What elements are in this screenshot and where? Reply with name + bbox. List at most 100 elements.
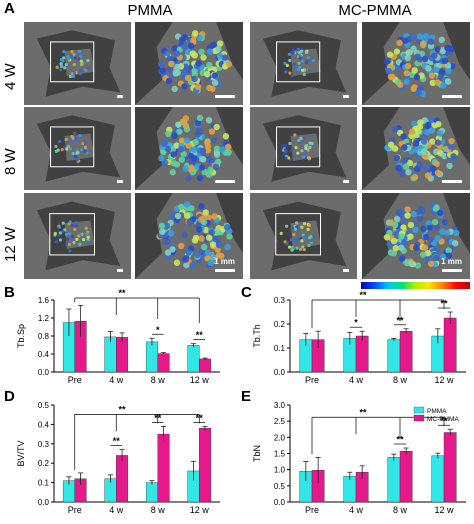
- cement-particle: [206, 48, 214, 55]
- scale-bar-label: 1 mm: [214, 257, 235, 266]
- bar-mc-pmma: [443, 317, 457, 373]
- cement-particle: [162, 159, 169, 166]
- cement-particle: [57, 225, 61, 229]
- cement-particle: [163, 222, 171, 230]
- cement-particle: [67, 242, 71, 247]
- cement-particle: [452, 240, 459, 247]
- cement-particle: [303, 149, 308, 154]
- cement-particle: [184, 137, 191, 144]
- cement-particle: [167, 60, 175, 68]
- cement-particle: [202, 209, 210, 216]
- y-tick-label: 0.3: [38, 440, 50, 449]
- cement-particle: [301, 245, 305, 249]
- cement-particle: [198, 48, 205, 56]
- chart-panel-e: 0.0 0.5 1.0 1.5 2.0 2.5 3.0 TbN Pre 4 w 8 w 12 w ** *…: [252, 401, 466, 515]
- cement-particle: [75, 151, 79, 155]
- cement-particle: [200, 243, 208, 251]
- cement-particle: [213, 123, 220, 131]
- bar-pmma: [145, 482, 158, 503]
- cement-particle: [181, 34, 189, 41]
- cement-particle: [158, 222, 166, 230]
- cement-particle: [291, 147, 296, 151]
- cement-particle: [288, 58, 292, 63]
- cement-particle: [75, 237, 79, 242]
- cement-particle: [212, 163, 220, 171]
- y-tick-label: 0.5: [38, 401, 50, 410]
- cement-particle: [428, 116, 435, 124]
- cement-particle: [304, 146, 308, 151]
- micro-ct-image: [24, 107, 131, 190]
- cement-particle: [433, 223, 440, 231]
- cement-particle: [85, 66, 90, 70]
- cement-particle: [298, 56, 302, 60]
- significance-marker: **: [196, 330, 204, 340]
- cement-particle: [79, 59, 83, 63]
- cement-particle: [195, 60, 202, 67]
- scale-bar: [215, 95, 235, 98]
- cement-particle: [178, 137, 186, 144]
- cement-particle: [159, 228, 166, 235]
- significance-marker: **: [440, 416, 448, 426]
- cement-particle: [439, 47, 447, 55]
- cement-particle: [210, 136, 218, 144]
- micro-ct-image: [250, 22, 357, 105]
- cement-particle: [390, 237, 398, 245]
- cement-particle: [73, 138, 77, 142]
- cement-particle: [83, 145, 88, 149]
- cement-particle: [288, 71, 292, 75]
- cement-particle: [214, 229, 222, 236]
- bar-mc-pmma: [355, 472, 369, 503]
- cement-particle: [192, 234, 200, 242]
- cement-particle: [392, 244, 399, 252]
- cement-particle: [402, 163, 410, 170]
- scale-bar-label: 1 mm: [441, 257, 462, 266]
- y-axis-label: Tb.Sp: [16, 324, 26, 348]
- cement-particle: [290, 74, 294, 78]
- x-tick-label: Pre: [305, 505, 319, 515]
- legend-label: PMMA: [427, 408, 447, 415]
- bar-mc-pmma: [399, 451, 413, 503]
- cement-particle: [404, 206, 411, 213]
- micro-ct-image: [24, 193, 131, 279]
- cement-particle: [397, 81, 404, 88]
- y-tick-label: 1.6: [38, 296, 50, 305]
- cement-particle: [211, 72, 219, 79]
- cement-particle: [180, 150, 187, 158]
- cement-particle: [167, 230, 175, 237]
- cement-particle: [173, 50, 181, 57]
- cement-particle: [182, 122, 190, 130]
- cement-particle: [282, 153, 286, 157]
- cement-particle: [398, 244, 405, 251]
- y-tick-label: 2.5: [274, 417, 286, 426]
- cement-particle: [295, 156, 299, 160]
- bar-mc-pmma: [116, 455, 129, 503]
- zoom-region-box: [276, 126, 321, 168]
- cement-particle: [280, 144, 284, 148]
- cement-particle: [226, 233, 233, 240]
- cement-particle: [429, 165, 437, 172]
- cement-particle: [296, 67, 301, 72]
- row-header-8w: 8 W: [2, 148, 19, 175]
- cement-particle: [85, 240, 89, 244]
- cement-particle: [302, 136, 306, 140]
- cement-particle: [412, 244, 420, 251]
- cement-particle: [302, 235, 306, 240]
- zoom-region-box: [275, 213, 322, 256]
- bar-pmma: [387, 339, 401, 373]
- cement-particle: [207, 166, 214, 173]
- y-tick-label: 0.4: [38, 350, 50, 359]
- cement-particle: [300, 68, 305, 72]
- cement-particle: [405, 168, 412, 176]
- bar-pmma: [343, 475, 357, 503]
- cement-particle: [158, 155, 165, 162]
- cement-particle: [453, 229, 460, 237]
- cement-particle: [60, 148, 64, 152]
- cement-particle: [428, 72, 436, 79]
- y-axis-label: Tb.Th: [252, 324, 262, 348]
- scale-bar: [343, 180, 349, 183]
- cement-particle: [66, 237, 70, 241]
- cement-particle: [404, 212, 411, 219]
- significance-marker: **: [196, 413, 204, 423]
- cement-particle: [175, 121, 182, 128]
- cement-particle: [192, 30, 199, 37]
